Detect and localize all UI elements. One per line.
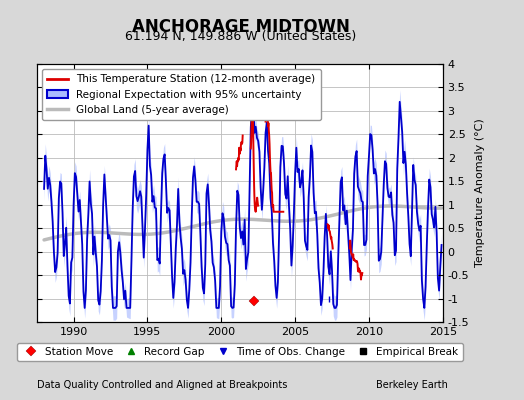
- Legend: Station Move, Record Gap, Time of Obs. Change, Empirical Break: Station Move, Record Gap, Time of Obs. C…: [17, 343, 463, 361]
- Text: 61.194 N, 149.886 W (United States): 61.194 N, 149.886 W (United States): [125, 30, 357, 43]
- Text: Data Quality Controlled and Aligned at Breakpoints: Data Quality Controlled and Aligned at B…: [37, 380, 287, 390]
- Legend: This Temperature Station (12-month average), Regional Expectation with 95% uncer: This Temperature Station (12-month avera…: [42, 69, 321, 120]
- Y-axis label: Temperature Anomaly (°C): Temperature Anomaly (°C): [475, 119, 485, 267]
- Text: ANCHORAGE MIDTOWN: ANCHORAGE MIDTOWN: [132, 18, 350, 36]
- Text: Berkeley Earth: Berkeley Earth: [376, 380, 448, 390]
